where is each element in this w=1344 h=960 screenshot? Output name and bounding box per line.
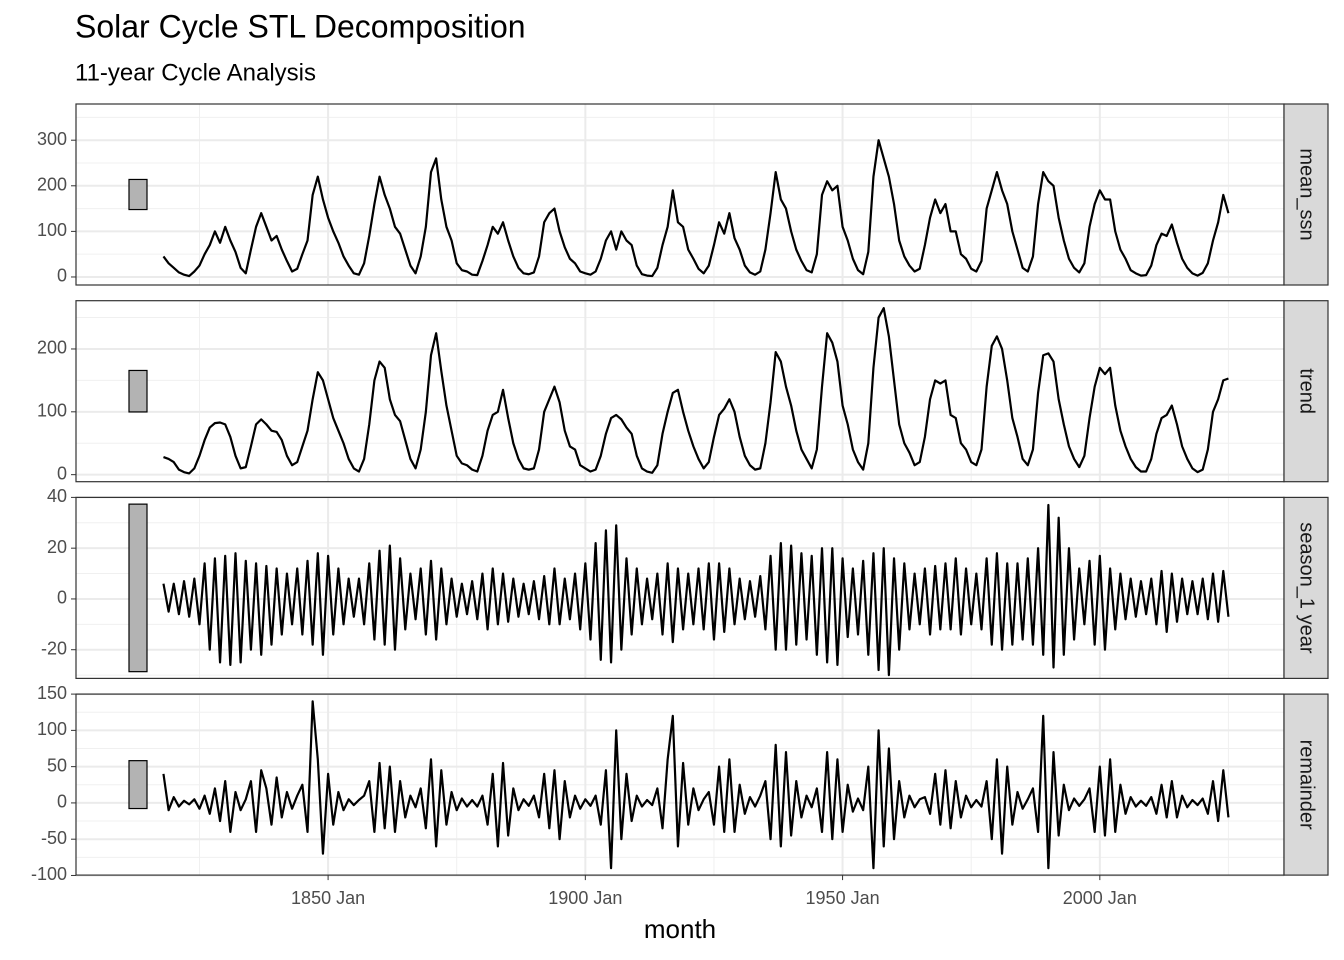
y-tick-label: 100 [37,719,67,739]
y-tick-label: 200 [37,338,67,358]
chart-subtitle: 11-year Cycle Analysis [75,59,316,86]
range-bar [128,178,148,211]
y-tick-label: 100 [37,220,67,240]
series-line [162,503,1230,677]
y-tick-label: -20 [41,638,67,658]
y-tick-label: -100 [31,864,67,884]
panel-background [76,104,1284,285]
range-bar [128,503,148,673]
series-line [163,307,1229,475]
strip [1283,300,1329,483]
y-tick-label: 40 [47,486,67,506]
y-tick-label: 0 [57,792,67,812]
y-tick-label: 0 [57,463,67,483]
y-tick-label: 0 [57,588,67,608]
x-tick-label: 1950 Jan [806,888,880,908]
strip-label: trend [1296,368,1318,414]
y-tick-label: 100 [37,401,67,421]
x-tick-label: 2000 Jan [1063,888,1137,908]
strip [1283,103,1329,286]
strip-label: season_1 year [1296,522,1318,654]
y-tick-label: 300 [37,129,67,149]
series-line [162,700,1230,870]
x-axis-label: month [644,914,716,944]
x-tick-label: 1900 Jan [548,888,622,908]
range-bar [128,760,148,810]
strip-label: mean_ssn [1296,148,1318,240]
strip [1283,496,1329,679]
chart-title: Solar Cycle STL Decomposition [75,8,526,44]
y-tick-label: 150 [37,683,67,703]
y-tick-label: -50 [41,828,67,848]
series-line [162,139,1230,278]
y-tick-label: 50 [47,755,67,775]
y-tick-label: 20 [47,537,67,557]
y-tick-label: 200 [37,175,67,195]
strip-label: remainder [1296,740,1318,830]
y-tick-label: 0 [57,266,67,286]
strip [1283,693,1329,876]
panel-background [76,300,1284,482]
x-tick-label: 1850 Jan [291,888,365,908]
range-bar [128,369,148,413]
